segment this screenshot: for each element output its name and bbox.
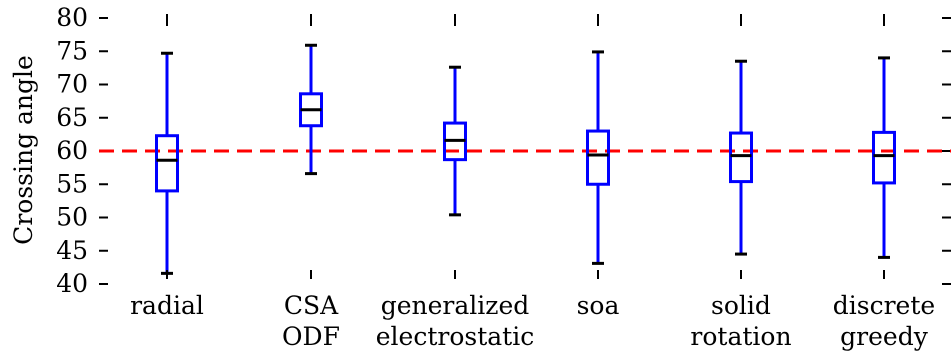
- y-tick-label-50: 50: [56, 203, 88, 232]
- category-label-solid-rotation-1: rotation: [690, 322, 791, 351]
- category-label-solid-rotation-0: solid: [711, 291, 771, 320]
- iqr-box-soa: [586, 129, 610, 186]
- category-label-discrete-greedy-1: greedy: [840, 322, 929, 351]
- iqr-box-discrete-greedy: [872, 130, 896, 185]
- y-axis-title: Crossing angle: [9, 55, 38, 245]
- category-label-generalized-electrostatic-1: electrostatic: [376, 322, 534, 351]
- category-label-radial-0: radial: [130, 291, 204, 320]
- y-axis: 40 45 50 55 60 65 70 75 80: [56, 3, 951, 298]
- category-label-csa-odf-0: CSA: [284, 291, 339, 320]
- iqr-box-solid-rotation: [729, 131, 753, 184]
- box-csa-odf: [299, 43, 323, 176]
- category-label-csa-odf-1: ODF: [282, 322, 340, 351]
- box-soa: [586, 50, 610, 265]
- category-label-soa-0: soa: [577, 291, 620, 320]
- y-tick-label-45: 45: [56, 236, 88, 265]
- y-tick-label-75: 75: [56, 36, 88, 65]
- y-tick-label-80: 80: [56, 3, 88, 32]
- y-tick-label-60: 60: [56, 136, 88, 165]
- box-generalized-electrostatic: [443, 65, 467, 217]
- box-solid-rotation: [729, 59, 753, 256]
- y-tick-label-55: 55: [56, 169, 88, 198]
- y-tick-label-70: 70: [56, 70, 88, 99]
- y-tick-label-65: 65: [56, 103, 88, 132]
- box-discrete-greedy: [872, 56, 896, 259]
- y-tick-label-40: 40: [56, 269, 88, 298]
- category-label-generalized-electrostatic-0: generalized: [381, 291, 530, 320]
- iqr-box-radial: [155, 134, 179, 193]
- boxes-group: [155, 43, 896, 275]
- category-label-discrete-greedy-0: discrete: [833, 291, 935, 320]
- box-radial: [155, 51, 179, 275]
